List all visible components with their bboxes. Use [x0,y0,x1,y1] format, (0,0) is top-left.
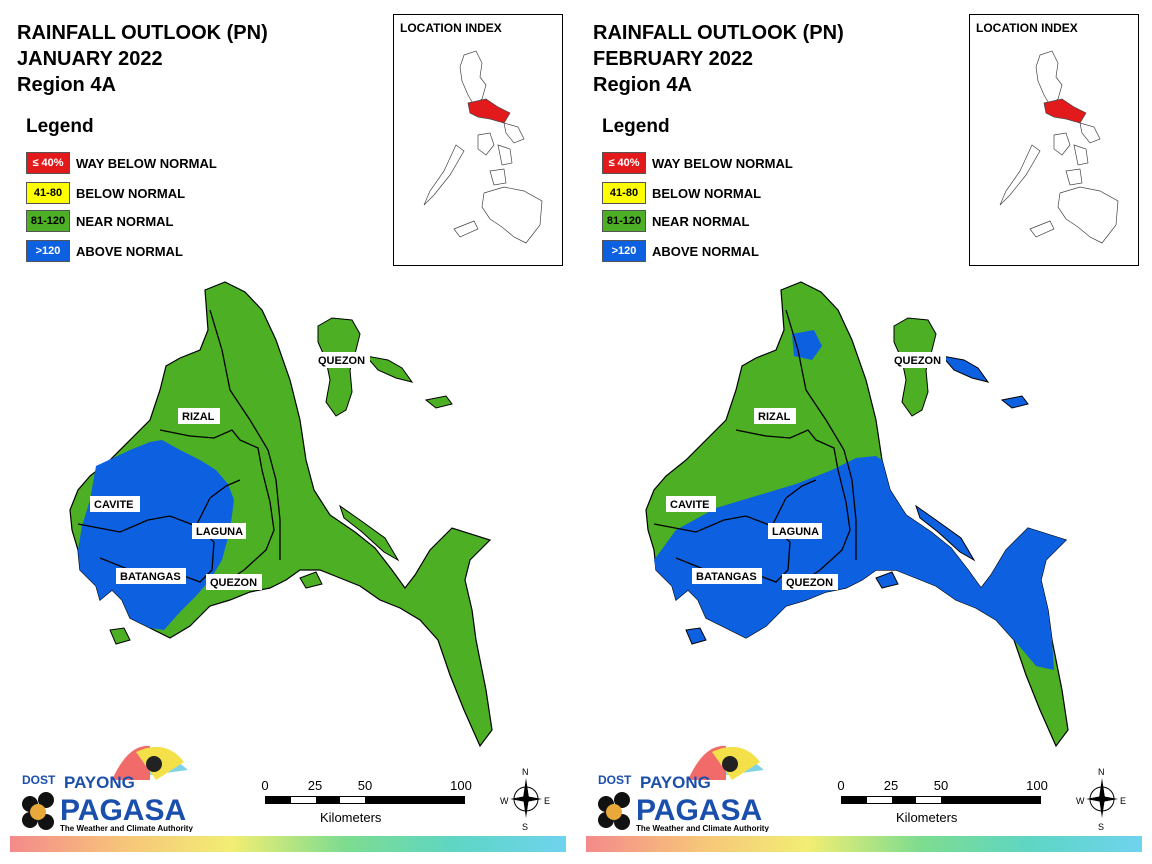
map-title: RAINFALL OUTLOOK (PN) JANUARY 2022 Regio… [17,20,268,98]
legend-swatch: ≤ 40% [602,152,646,174]
scale-tick: 0 [261,778,269,793]
logo-payong: PAYONG [640,773,711,792]
legend-swatch: 81-120 [602,210,646,232]
legend-item-near: 81-120 NEAR NORMAL [26,210,174,232]
region-map: QUEZON RIZAL CAVITE LAGUNA BATANGAS QUEZ… [69,281,493,748]
region-label-quezon-south: QUEZON [210,577,257,589]
footer-gradient [10,836,566,852]
compass-s: S [522,822,528,832]
region-label-batangas: BATANGAS [696,571,757,583]
title-line-2: FEBRUARY 2022 [593,48,754,70]
legend-item-near: 81-120 NEAR NORMAL [602,210,750,232]
scale-bar: 0 25 50 100 Kilometers [837,778,1051,828]
title-line-2: JANUARY 2022 [17,48,163,70]
flower-icon [598,792,630,830]
compass-w: W [1076,796,1085,806]
legend-swatch: >120 [26,240,70,262]
compass-rose-icon: N S E W [500,767,550,832]
legend-item-way-below: ≤ 40% WAY BELOW NORMAL [26,152,217,174]
philippines-outline [999,50,1119,244]
panel-february: RAINFALL OUTLOOK (PN) FEBRUARY 2022 Regi… [576,0,1152,864]
legend-label: ABOVE NORMAL [652,243,759,259]
map-title: RAINFALL OUTLOOK (PN) FEBRUARY 2022 Regi… [593,20,844,98]
scale-tick: 50 [357,778,373,793]
scale-tick: 100 [450,778,472,793]
legend-item-way-below: ≤ 40% WAY BELOW NORMAL [602,152,793,174]
scale-bar: 0 25 50 100 Kilometers [261,778,475,828]
compass-w: W [500,796,509,806]
title-line-3: Region 4A [593,74,692,96]
legend-label: NEAR NORMAL [652,213,750,229]
scale-tick: 50 [933,778,949,793]
region-label-rizal: RIZAL [758,411,791,423]
title-line-1: RAINFALL OUTLOOK (PN) [593,22,844,44]
compass-n: N [1098,767,1105,777]
flower-icon [22,792,54,830]
location-index: LOCATION INDEX [393,14,563,266]
scale-tick: 25 [307,778,323,793]
scale-tick: 0 [837,778,845,793]
compass-s: S [1098,822,1104,832]
region-label-laguna: LAGUNA [772,526,819,538]
legend-label: WAY BELOW NORMAL [76,155,217,171]
legend-label: BELOW NORMAL [652,185,762,201]
footer-gradient [586,836,1142,852]
location-index: LOCATION INDEX [969,14,1139,266]
legend-swatch: ≤ 40% [26,152,70,174]
panel-january: RAINFALL OUTLOOK (PN) JANUARY 2022 Regio… [10,14,566,852]
region-label-cavite: CAVITE [670,499,710,511]
pagasa-logo: DOST PAYONG PAGASA The Weather and Clima… [22,745,193,832]
region-label-quezon-north: QUEZON [318,355,365,367]
logo-tagline: The Weather and Climate Authority [636,824,769,832]
logo-dost: DOST [22,773,56,787]
location-index-title: LOCATION INDEX [400,21,502,35]
region-label-batangas: BATANGAS [120,571,181,583]
legend-swatch: >120 [602,240,646,262]
scale-unit: Kilometers [320,810,382,825]
logo-dost: DOST [598,773,632,787]
logo-pagasa: PAGASA [636,794,762,827]
location-index-title: LOCATION INDEX [976,21,1078,35]
legend-label: ABOVE NORMAL [76,243,183,259]
logo-pagasa: PAGASA [60,794,186,827]
logo-tagline: The Weather and Climate Authority [60,824,193,832]
region-label-rizal: RIZAL [182,411,215,423]
legend-swatch: 41-80 [602,182,646,204]
scale-unit: Kilometers [896,810,958,825]
region-label-laguna: LAGUNA [196,526,243,538]
logo-payong: PAYONG [64,773,135,792]
legend-title: Legend [602,116,670,137]
region-label-cavite: CAVITE [94,499,134,511]
compass-rose-icon: N S E W [1076,767,1126,832]
compass-e: E [544,796,550,806]
legend-label: WAY BELOW NORMAL [652,155,793,171]
region-label-quezon-south: QUEZON [786,577,833,589]
title-line-3: Region 4A [17,74,116,96]
scale-tick: 25 [883,778,899,793]
legend-item-above: >120 ABOVE NORMAL [26,240,183,262]
legend-title: Legend [26,116,94,137]
pagasa-logo: DOST PAYONG PAGASA The Weather and Clima… [598,745,769,832]
compass-n: N [522,767,529,777]
legend-label: BELOW NORMAL [76,185,186,201]
legend-label: NEAR NORMAL [76,213,174,229]
legend-swatch: 41-80 [26,182,70,204]
scale-tick: 100 [1026,778,1048,793]
legend-item-above: >120 ABOVE NORMAL [602,240,759,262]
region-map: QUEZON RIZAL CAVITE LAGUNA BATANGAS QUEZ… [645,281,1069,748]
compass-e: E [1120,796,1126,806]
philippines-outline [423,50,543,244]
legend-swatch: 81-120 [26,210,70,232]
title-line-1: RAINFALL OUTLOOK (PN) [17,22,268,44]
region-label-quezon-north: QUEZON [894,355,941,367]
legend-item-below: 41-80 BELOW NORMAL [26,182,185,204]
legend-item-below: 41-80 BELOW NORMAL [602,182,761,204]
